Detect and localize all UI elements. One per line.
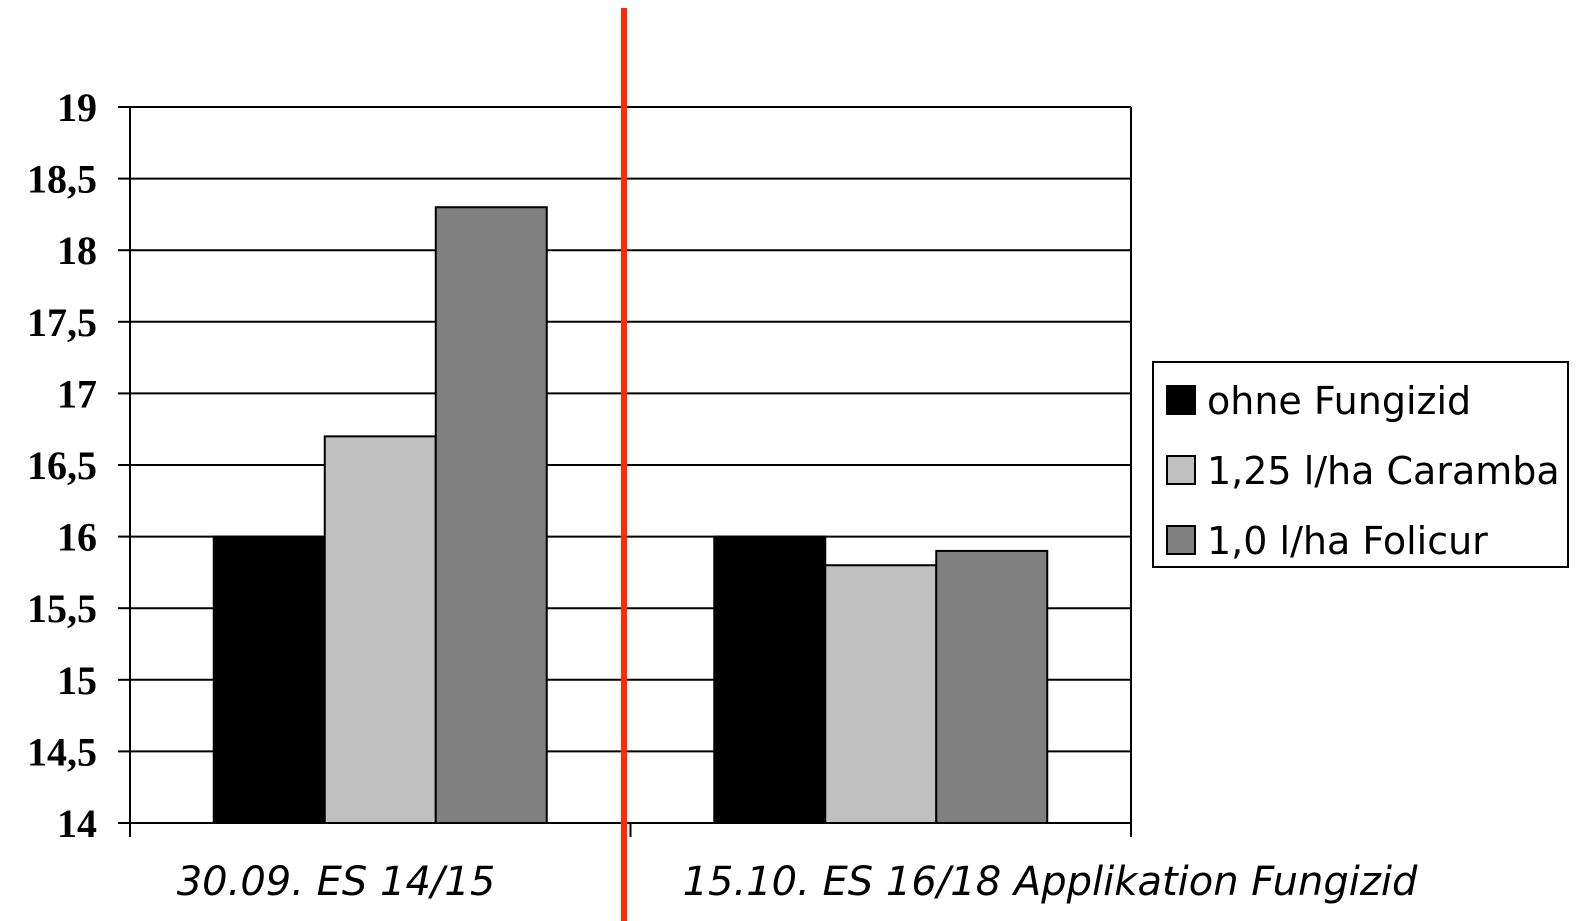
y-tick-label: 15	[57, 658, 97, 703]
bars	[212, 206, 1049, 825]
legend: ohne Fungizid 1,25 l/ha Caramba 1,0 l/ha F…	[1152, 361, 1569, 568]
y-tick-label: 14	[57, 801, 97, 846]
legend-swatch	[1166, 455, 1196, 485]
x-category-label: 15.10. ES 16/18 Applikation Fungizid	[683, 859, 1418, 905]
x-axis-categories: 30.09. ES 14/15 15.10. ES 16/18 Applikati…	[177, 859, 1418, 905]
legend-swatch	[1166, 525, 1196, 555]
x-category-label: 30.09. ES 14/15	[177, 859, 496, 905]
legend-box	[1152, 361, 1569, 568]
bar	[935, 549, 1049, 824]
bar	[713, 535, 827, 824]
bar	[434, 206, 548, 825]
legend-swatch	[1166, 385, 1196, 415]
y-tick-label: 14,5	[27, 729, 97, 774]
y-tick-label: 16,5	[27, 443, 97, 488]
y-tick-label: 18,5	[27, 157, 97, 202]
bar	[212, 535, 326, 824]
y-axis-ticks: 19 18,5 18 17,5 17 16,5 16 15,5 15 14,5 14	[27, 85, 97, 846]
y-tick-label: 18	[57, 228, 97, 273]
y-tick-label: 17,5	[27, 300, 97, 345]
axes	[118, 106, 1132, 837]
legend-label: 1,0 l/ha Folicur	[1207, 519, 1488, 563]
y-tick-label: 15,5	[27, 586, 97, 631]
legend-label: 1,25 l/ha Caramba	[1207, 449, 1560, 493]
y-tick-label: 17	[57, 371, 97, 416]
bar	[323, 435, 437, 824]
y-tick-label: 19	[57, 85, 97, 130]
legend-label: ohne Fungizid	[1207, 379, 1471, 423]
y-tick-label: 16	[57, 515, 97, 560]
bar	[824, 564, 938, 824]
